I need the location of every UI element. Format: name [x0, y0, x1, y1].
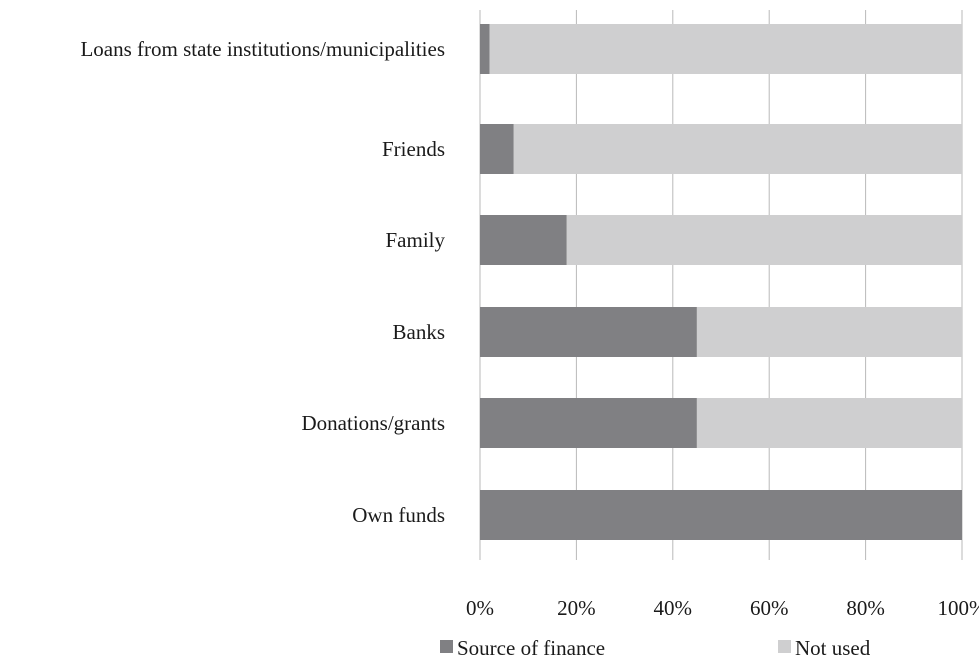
- x-tick-label: 40%: [654, 596, 693, 620]
- bar-not-used: [566, 215, 962, 265]
- legend: Source of finance Not used: [440, 636, 871, 660]
- bar-source-of-finance: [480, 307, 697, 357]
- legend-label: Source of finance: [457, 636, 605, 660]
- x-tick-label: 20%: [557, 596, 596, 620]
- category-label: Banks: [393, 320, 446, 344]
- category-label: Own funds: [352, 503, 445, 527]
- legend-swatch: [440, 640, 453, 653]
- legend-label: Not used: [795, 636, 871, 660]
- category-label: Donations/grants: [302, 411, 445, 435]
- bar-not-used: [696, 398, 962, 448]
- bar-source-of-finance: [480, 24, 490, 74]
- grid-lines: [479, 10, 963, 560]
- x-tick-labels: 0% 20% 40% 60% 80% 100%: [466, 596, 979, 620]
- bar-not-used: [513, 124, 962, 174]
- bar-source-of-finance: [480, 215, 567, 265]
- bar-source-of-finance: [480, 398, 697, 448]
- category-labels: Loans from state institutions/municipali…: [80, 37, 445, 527]
- x-tick-label: 80%: [846, 596, 885, 620]
- bar-source-of-finance: [480, 124, 514, 174]
- x-tick-label: 60%: [750, 596, 789, 620]
- bar-not-used: [489, 24, 962, 74]
- category-label: Friends: [382, 137, 445, 161]
- bar-source-of-finance: [480, 490, 962, 540]
- bars: [480, 24, 962, 540]
- bar-not-used: [696, 307, 962, 357]
- x-tick-label: 0%: [466, 596, 494, 620]
- category-label: Loans from state institutions/municipali…: [80, 37, 445, 61]
- category-label: Family: [385, 228, 445, 252]
- legend-swatch: [778, 640, 791, 653]
- x-tick-label: 100%: [938, 596, 979, 620]
